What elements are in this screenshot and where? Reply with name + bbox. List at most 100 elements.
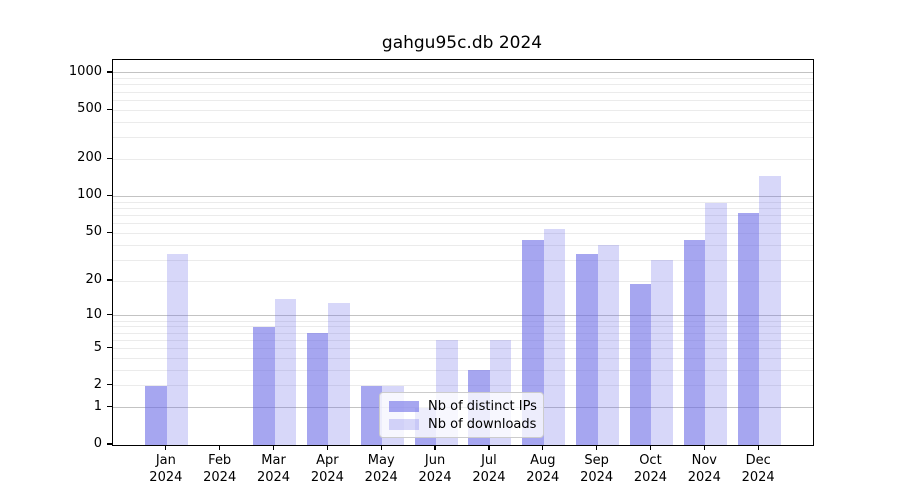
- x-tick-mark: [596, 445, 598, 450]
- x-tick-label: Mar 2024: [242, 452, 306, 486]
- gridline-major: [113, 315, 813, 317]
- legend-label: Nb of distinct IPs: [428, 399, 537, 415]
- bar-downloads: [166, 253, 189, 445]
- x-tick-mark: [219, 445, 221, 450]
- bar-distinct-ips: [576, 253, 598, 445]
- x-tick-label: Aug 2024: [511, 452, 575, 486]
- bar-downloads: [328, 302, 350, 445]
- x-tick-year: 2024: [256, 470, 291, 485]
- legend-swatch-downloads: [389, 418, 419, 430]
- x-tick-year: 2024: [526, 470, 560, 485]
- gridline-minor: [113, 84, 813, 86]
- gridline-minor: [113, 339, 813, 341]
- gridline-minor: [113, 99, 813, 101]
- y-tick-mark: [107, 346, 112, 349]
- legend: Nb of distinct IPs Nb of downloads: [379, 392, 544, 438]
- gridline-minor: [113, 348, 813, 349]
- y-tick-mark: [107, 384, 112, 386]
- bar-distinct-ips: [629, 283, 652, 445]
- gridline-minor: [113, 259, 813, 261]
- x-tick-mark: [488, 445, 490, 450]
- gridline-minor: [113, 201, 813, 203]
- bar-distinct-ips: [683, 240, 706, 445]
- x-tick-mark: [380, 445, 382, 450]
- gridline-major: [113, 72, 813, 74]
- x-tick-mark: [434, 445, 436, 450]
- bar-distinct-ips: [737, 213, 760, 445]
- gridline-minor: [113, 232, 813, 234]
- x-tick-label: Dec 2024: [726, 452, 790, 486]
- x-tick-year: 2024: [633, 470, 667, 485]
- bar-downloads: [705, 203, 727, 445]
- x-tick-mark: [542, 445, 544, 450]
- gridline-minor: [113, 244, 813, 246]
- x-tick-label: Oct 2024: [618, 452, 682, 486]
- gridline-major: [113, 195, 813, 197]
- gridline-minor: [113, 78, 813, 80]
- gridline-minor: [113, 207, 813, 209]
- bar-distinct-ips: [360, 385, 383, 445]
- x-tick-year: 2024: [364, 470, 398, 485]
- x-tick-year: 2024: [580, 470, 614, 485]
- y-tick-label: 10: [85, 306, 102, 322]
- legend-label: Nb of downloads: [428, 416, 537, 432]
- gridline-minor: [113, 91, 813, 93]
- gridline-minor: [113, 320, 813, 322]
- x-tick-label: Sep 2024: [565, 452, 629, 486]
- gridline-minor: [113, 109, 813, 111]
- bar-downloads: [597, 245, 620, 445]
- gridline-minor: [113, 280, 813, 282]
- x-tick-mark: [649, 445, 652, 450]
- bar-downloads: [759, 175, 781, 445]
- y-tick-label: 5: [93, 339, 102, 355]
- legend-swatch-ips: [389, 401, 419, 413]
- y-tick-label: 20: [85, 272, 102, 288]
- y-tick-mark: [107, 443, 112, 445]
- y-tick-mark: [107, 231, 112, 233]
- x-tick-year: 2024: [472, 470, 506, 485]
- bar-downloads: [274, 299, 297, 445]
- gridline-minor: [113, 137, 813, 139]
- y-tick-mark: [107, 108, 112, 110]
- x-tick-label: Jul 2024: [457, 452, 521, 486]
- x-tick-mark: [703, 445, 705, 450]
- legend-item-distinct-ips: Nb of distinct IPs: [389, 398, 537, 416]
- y-tick-label: 2: [93, 376, 102, 392]
- y-tick-mark: [107, 194, 112, 197]
- y-tick-mark: [107, 71, 112, 73]
- y-tick-mark: [107, 279, 112, 281]
- x-tick-year: 2024: [741, 470, 775, 485]
- gridline-minor: [113, 121, 813, 123]
- y-tick-label: 1: [93, 398, 102, 414]
- x-tick-mark: [326, 445, 328, 450]
- y-tick-label: 100: [77, 187, 102, 203]
- gridline-minor: [113, 223, 813, 225]
- x-tick-mark: [165, 445, 167, 450]
- y-tick-label: 1000: [68, 63, 102, 79]
- x-tick-year: 2024: [687, 470, 721, 485]
- y-tick-label: 0: [93, 436, 102, 451]
- x-tick-label: Feb 2024: [188, 452, 252, 486]
- gridline-minor: [113, 326, 813, 328]
- chart-title: gahgu95c.db 2024: [381, 33, 543, 53]
- x-tick-mark: [757, 445, 759, 450]
- x-tick-year: 2024: [310, 470, 344, 485]
- gridline-minor: [113, 385, 813, 387]
- bar-downloads: [651, 260, 673, 445]
- y-tick-label: 200: [77, 150, 102, 166]
- bar-distinct-ips: [145, 385, 167, 445]
- y-tick-mark: [107, 314, 112, 316]
- x-tick-mark: [272, 445, 275, 450]
- x-tick-year: 2024: [418, 470, 452, 485]
- x-tick-year: 2024: [149, 470, 183, 485]
- bar-distinct-ips: [253, 326, 275, 445]
- bar-distinct-ips: [306, 333, 329, 445]
- y-tick-label: 500: [77, 101, 102, 117]
- x-tick-label: Apr 2024: [295, 452, 359, 486]
- bar-downloads: [543, 229, 566, 445]
- y-tick-mark: [107, 406, 112, 408]
- gridline-minor: [113, 332, 813, 334]
- gridline-minor: [113, 357, 813, 359]
- x-tick-label: Nov 2024: [672, 452, 736, 486]
